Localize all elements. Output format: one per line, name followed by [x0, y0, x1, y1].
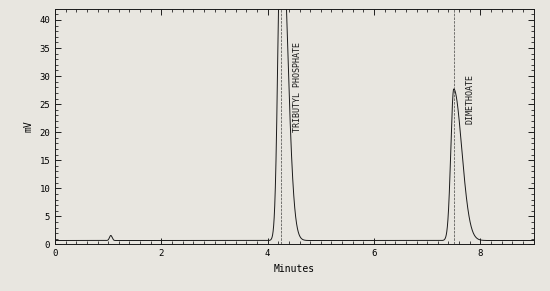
Text: TRIBUTYL PHOSPHATE: TRIBUTYL PHOSPHATE [293, 42, 302, 132]
Y-axis label: mV: mV [24, 121, 34, 132]
X-axis label: Minutes: Minutes [274, 264, 315, 274]
Text: DIMETHOATE: DIMETHOATE [465, 74, 475, 123]
